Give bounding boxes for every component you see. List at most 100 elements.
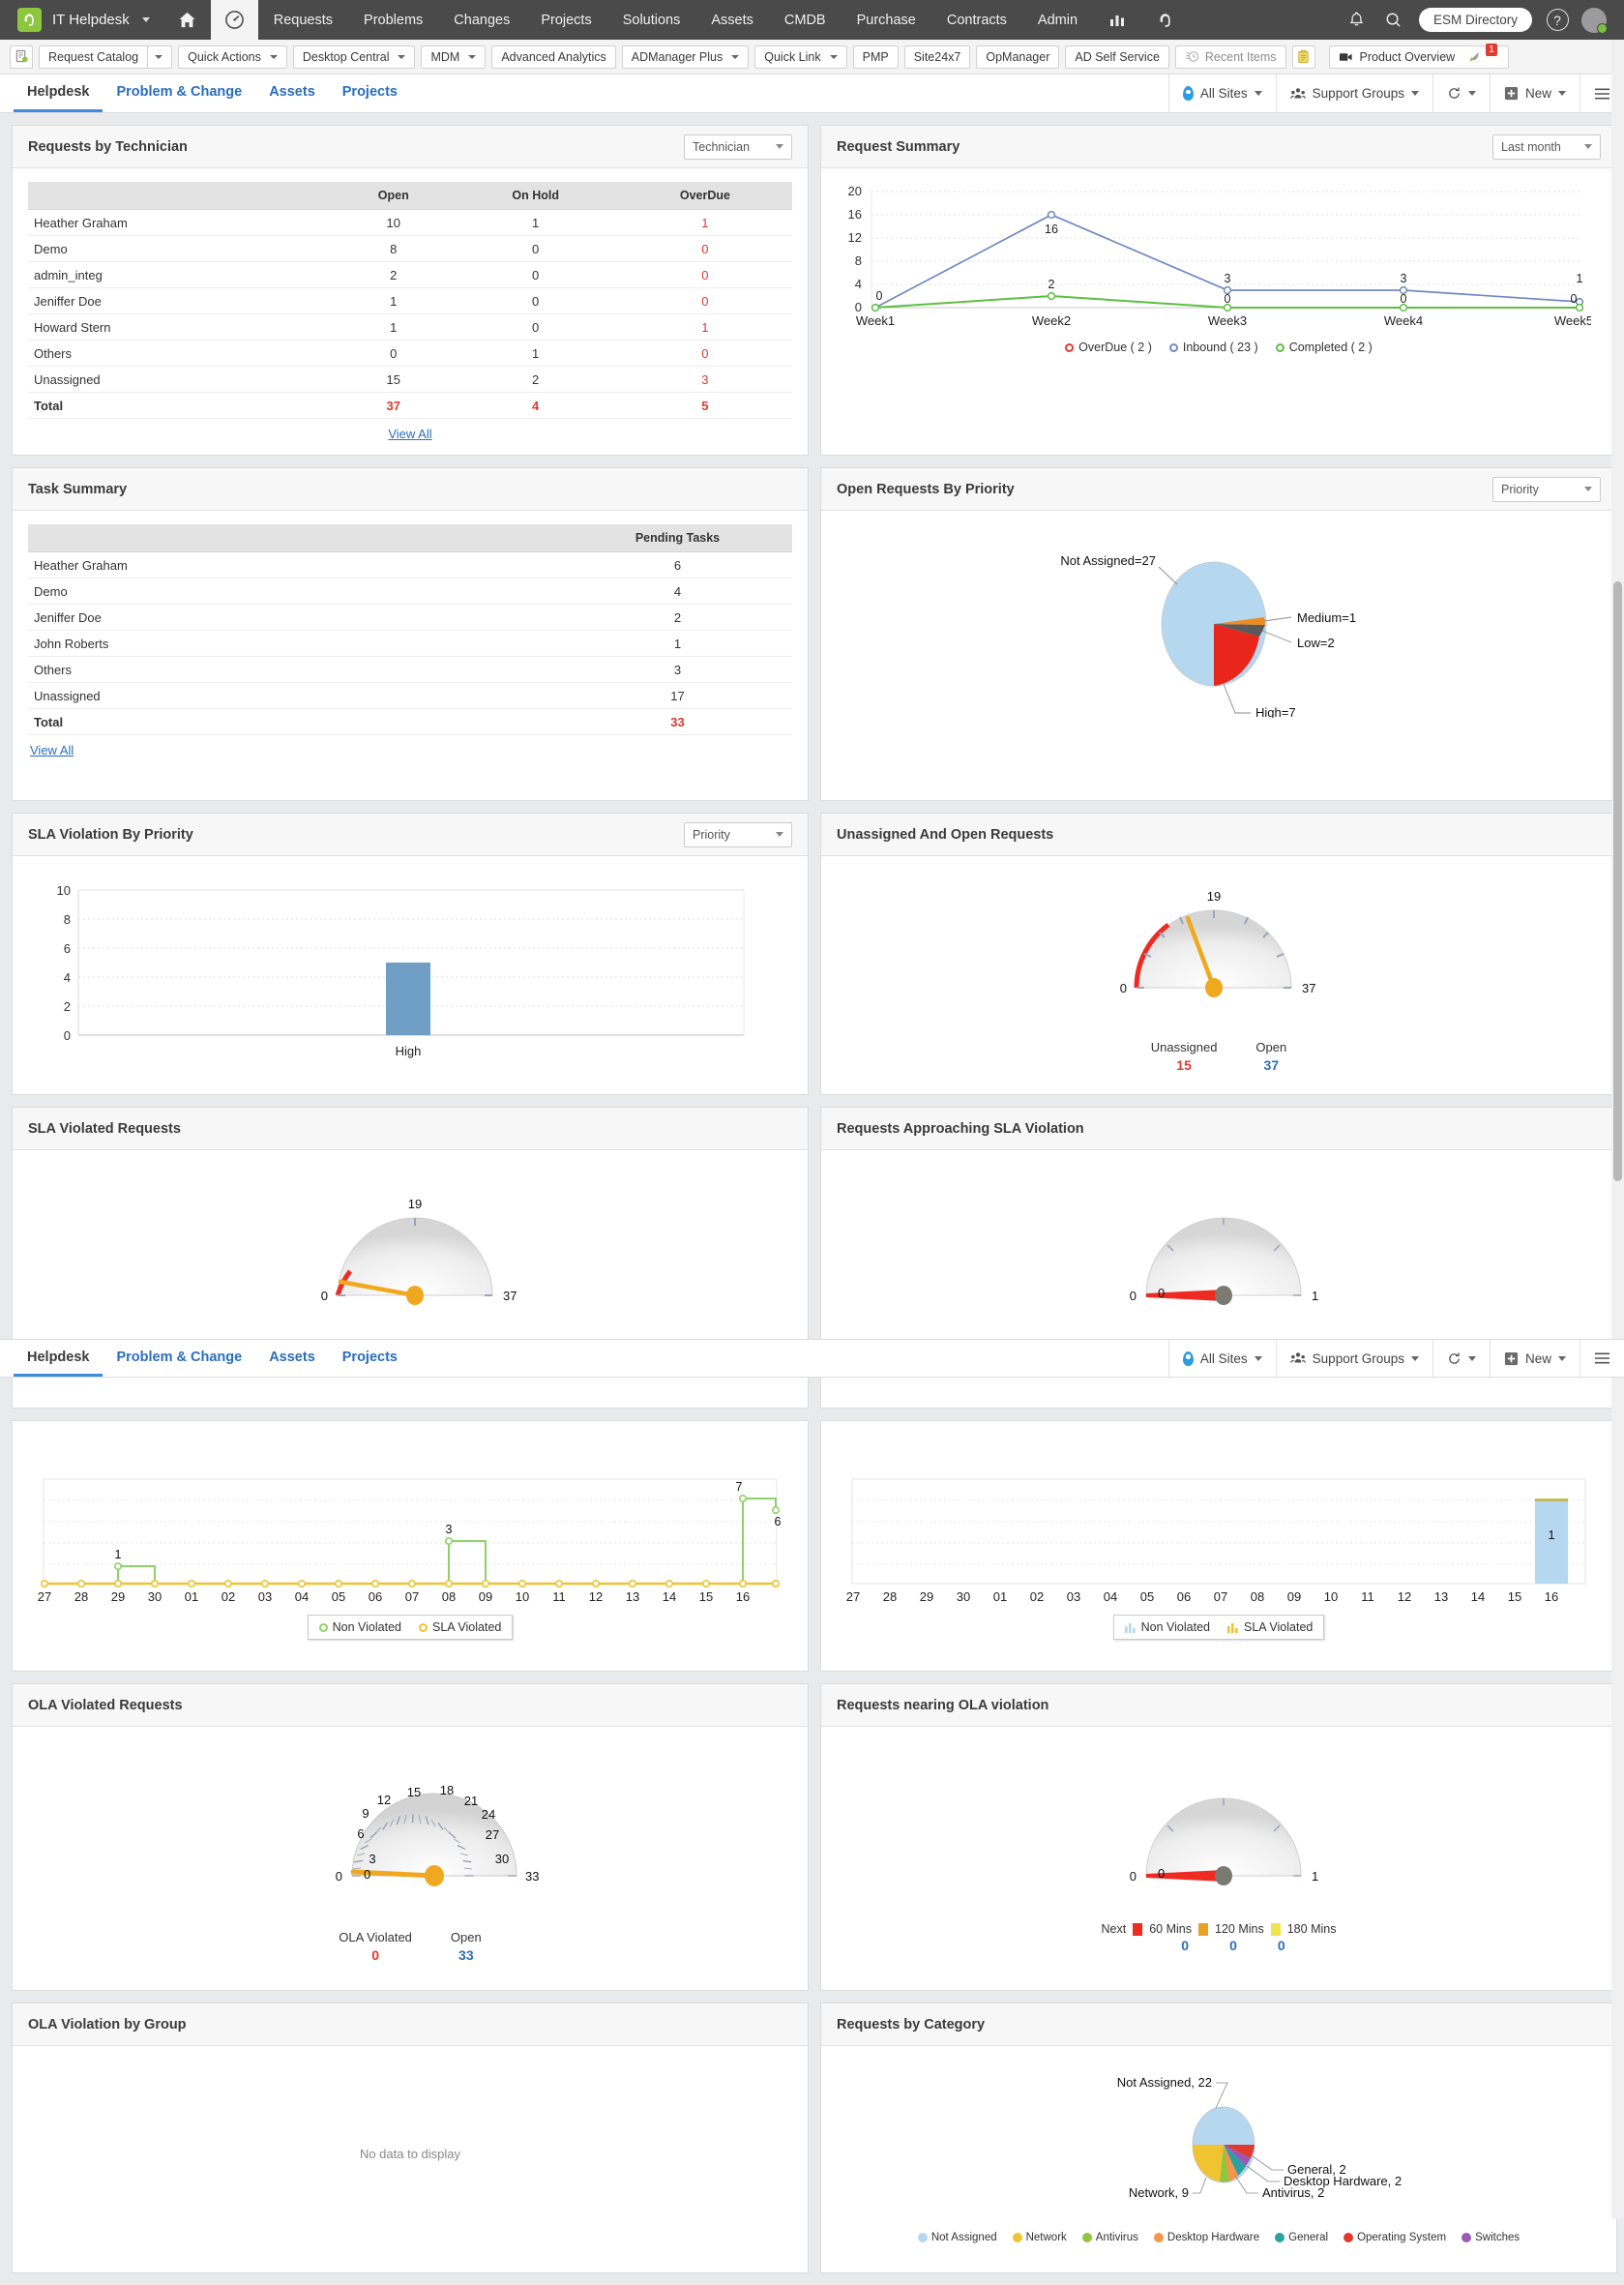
people-group-icon: [1290, 1351, 1306, 1365]
avatar[interactable]: [1578, 4, 1610, 37]
new-button[interactable]: New: [1490, 74, 1580, 112]
nav-link-cmdb[interactable]: CMDB: [769, 0, 842, 40]
toolbar-opmanager-label: OpManager: [986, 50, 1049, 64]
brand-block[interactable]: IT Helpdesk: [0, 0, 163, 40]
hamburger-menu-icon: [1594, 87, 1610, 101]
page-scrollbar[interactable]: [1611, 40, 1624, 2218]
toolbar-opmanager[interactable]: OpManager: [976, 45, 1059, 69]
toolbar-recent-items[interactable]: Recent Items: [1175, 45, 1286, 69]
request-catalog-icon[interactable]: [10, 45, 33, 69]
nav-link-assets[interactable]: Assets: [695, 0, 769, 40]
legend-item-switches[interactable]: Switches: [1462, 2232, 1520, 2243]
dashboard-gauge-icon[interactable]: [211, 0, 258, 40]
legend-item-network[interactable]: Network: [1013, 2232, 1067, 2243]
cell-total-overdue: 5: [618, 393, 792, 419]
new-button-sticky[interactable]: New: [1490, 1340, 1580, 1377]
legend-marker: [1276, 343, 1284, 352]
nav-link-reports[interactable]: [1093, 0, 1141, 40]
legend-item-general[interactable]: General: [1275, 2232, 1328, 2243]
tab-helpdesk[interactable]: Helpdesk: [14, 74, 103, 112]
toolbar-product-overview[interactable]: Product Overview 1: [1329, 45, 1509, 69]
cell-name: Jeniffer Doe: [28, 605, 563, 631]
nav-link-contracts[interactable]: Contracts: [931, 0, 1022, 40]
toolbar-quick-actions[interactable]: Quick Actions: [178, 45, 287, 69]
toolbar-pmp[interactable]: PMP: [853, 45, 899, 69]
search-icon[interactable]: [1377, 4, 1410, 37]
toolbar-mdm[interactable]: MDM: [421, 45, 486, 69]
legend-item-overdue[interactable]: OverDue ( 2 ): [1065, 341, 1152, 354]
legend-item-non-violated[interactable]: Non Violated: [319, 1620, 401, 1634]
legend-item-sla-violated[interactable]: SLA Violated: [419, 1620, 501, 1634]
home-icon[interactable]: [163, 0, 211, 40]
all-sites-filter[interactable]: All Sites: [1168, 74, 1276, 112]
refresh-button-sticky[interactable]: [1432, 1340, 1490, 1377]
support-groups-filter[interactable]: Support Groups: [1276, 74, 1432, 112]
scrollbar-thumb[interactable]: [1613, 581, 1622, 1181]
cell-overdue: 3: [618, 367, 792, 393]
svg-text:30: 30: [495, 1852, 509, 1866]
toolbar-ad-self-service[interactable]: AD Self Service: [1065, 45, 1169, 69]
card-header: Requests by Category: [821, 2003, 1616, 2046]
table-header-row: Open On Hold OverDue: [28, 182, 792, 210]
tab-assets-sticky[interactable]: Assets: [255, 1340, 329, 1377]
toolbar-quick-link[interactable]: Quick Link: [754, 45, 846, 69]
refresh-button[interactable]: [1432, 74, 1490, 112]
nav-link-support[interactable]: [1141, 0, 1190, 40]
tab-assets[interactable]: Assets: [255, 74, 329, 112]
nav-link-requests[interactable]: Requests: [258, 0, 348, 40]
nav-link-changes[interactable]: Changes: [438, 0, 525, 40]
svg-text:Week2: Week2: [1032, 313, 1071, 328]
legend-item-antivirus[interactable]: Antivirus: [1082, 2232, 1138, 2243]
tab-problem-change[interactable]: Problem & Change: [103, 74, 255, 112]
nav-link-projects[interactable]: Projects: [525, 0, 606, 40]
card-requests-by-category: Requests by Category: [820, 2003, 1617, 2273]
tab-projects[interactable]: Projects: [329, 74, 411, 112]
view-all-link[interactable]: View All: [28, 735, 792, 757]
bell-icon[interactable]: [1341, 4, 1373, 37]
legend-item-not-assigned[interactable]: Not Assigned: [918, 2232, 997, 2243]
view-all-link[interactable]: View All: [28, 419, 792, 441]
legend-item-desktop-hardware[interactable]: Desktop Hardware: [1154, 2232, 1259, 2243]
toolbar-desktop-central[interactable]: Desktop Central: [293, 45, 416, 69]
chevron-down-icon: [1584, 487, 1592, 491]
toolbar-admanager-plus[interactable]: ADManager Plus: [622, 45, 750, 69]
svg-text:6: 6: [357, 1826, 364, 1841]
priority-select[interactable]: Priority: [1492, 477, 1601, 502]
period-select[interactable]: Last month: [1492, 134, 1601, 160]
legend-item-sla-violated[interactable]: SLA Violated: [1227, 1620, 1313, 1634]
legend-item-non-violated[interactable]: Non Violated: [1125, 1620, 1210, 1634]
tab-problem-change-sticky[interactable]: Problem & Change: [103, 1340, 255, 1377]
col-overdue: OverDue: [618, 182, 792, 210]
technician-select[interactable]: Technician: [684, 134, 792, 160]
cell-onhold: 0: [454, 288, 618, 314]
bar-legend-icon: [1227, 1622, 1239, 1633]
tab-helpdesk-sticky[interactable]: Helpdesk: [14, 1340, 103, 1377]
toolbar-request-catalog[interactable]: Request Catalog: [39, 45, 172, 69]
hamburger-menu-button-sticky[interactable]: [1580, 1340, 1624, 1377]
legend-item-completed[interactable]: Completed ( 2 ): [1276, 341, 1373, 354]
clipboard-icon[interactable]: [1292, 45, 1315, 69]
svg-text:Medium=1: Medium=1: [1297, 610, 1356, 625]
legend-item-inbound[interactable]: Inbound ( 23 ): [1169, 341, 1258, 354]
nav-link-problems[interactable]: Problems: [348, 0, 438, 40]
nav-link-admin[interactable]: Admin: [1022, 0, 1093, 40]
nav-link-purchase[interactable]: Purchase: [842, 0, 931, 40]
esm-directory-button[interactable]: ESM Directory: [1419, 8, 1532, 32]
toolbar-site24x7[interactable]: Site24x7: [904, 45, 971, 69]
chevron-down-icon: [1468, 91, 1476, 96]
card-header: Requests Approaching SLA Violation: [821, 1108, 1616, 1150]
all-sites-filter-sticky[interactable]: All Sites: [1168, 1340, 1276, 1377]
toolbar-advanced-analytics[interactable]: Advanced Analytics: [491, 45, 615, 69]
help-icon[interactable]: ?: [1541, 4, 1574, 37]
tab-projects-sticky[interactable]: Projects: [329, 1340, 411, 1377]
priority-select[interactable]: Priority: [684, 822, 792, 847]
nav-link-solutions[interactable]: Solutions: [607, 0, 696, 40]
legend-item-operating-system[interactable]: Operating System: [1343, 2232, 1446, 2243]
footer-label: OLA Violated: [339, 1930, 412, 1944]
support-groups-filter-sticky[interactable]: Support Groups: [1276, 1340, 1432, 1377]
